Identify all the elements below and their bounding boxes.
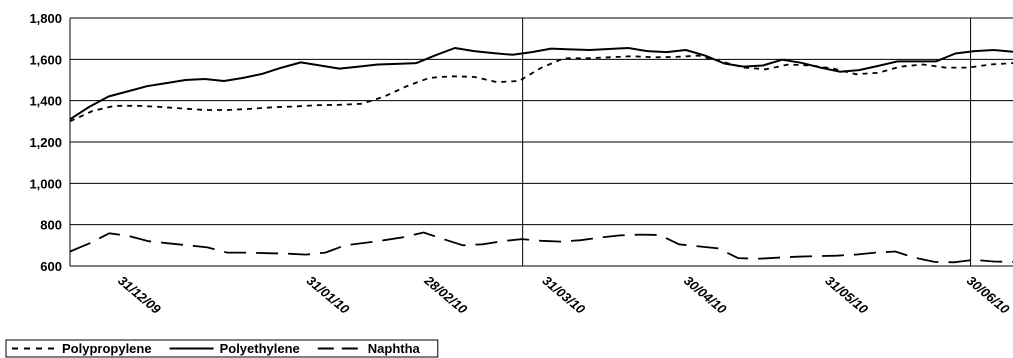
- vertical-marker-lines: [522, 18, 972, 266]
- x-tick-label: 31/01/10: [304, 273, 353, 318]
- legend-label-polypropylene: Polypropylene: [62, 341, 152, 356]
- x-tick-label: 31/03/10: [540, 273, 589, 318]
- series-line-polyethylene: [69, 47, 1013, 121]
- x-tick-label: 31/12/09: [115, 273, 164, 318]
- legend-label-naphtha: Naphtha: [368, 341, 421, 356]
- y-tick-label: 800: [40, 218, 62, 233]
- y-tick-label: 1,200: [29, 135, 62, 150]
- legend-label-polyethylene: Polyethylene: [220, 341, 300, 356]
- y-tick-label: 1,600: [29, 52, 62, 67]
- series-lines: [69, 47, 1013, 264]
- x-tick-label: 28/02/10: [421, 272, 471, 317]
- y-tick-label: 600: [40, 259, 62, 274]
- y-axis-ticks: 600 800 1,000 1,200 1,400 1,600 1,800: [29, 11, 62, 274]
- series-line-polypropylene: [69, 54, 1013, 123]
- legend: Polypropylene Polyethylene Naphtha: [5, 339, 439, 358]
- y-tick-label: 1,800: [29, 11, 62, 26]
- x-tick-label: 30/04/10: [681, 273, 730, 318]
- series-line-naphtha: [69, 231, 1013, 264]
- x-tick-label: 31/05/10: [822, 273, 871, 318]
- legend-box: [5, 339, 439, 358]
- grid-lines: [69, 17, 1013, 267]
- y-tick-label: 1,000: [29, 176, 62, 191]
- x-tick-label: 30/06/10: [964, 273, 1013, 318]
- y-tick-label: 1,400: [29, 94, 62, 109]
- x-axis-ticks: 31/12/09 31/01/10 28/02/10 31/03/10 30/04/10…: [115, 272, 1013, 317]
